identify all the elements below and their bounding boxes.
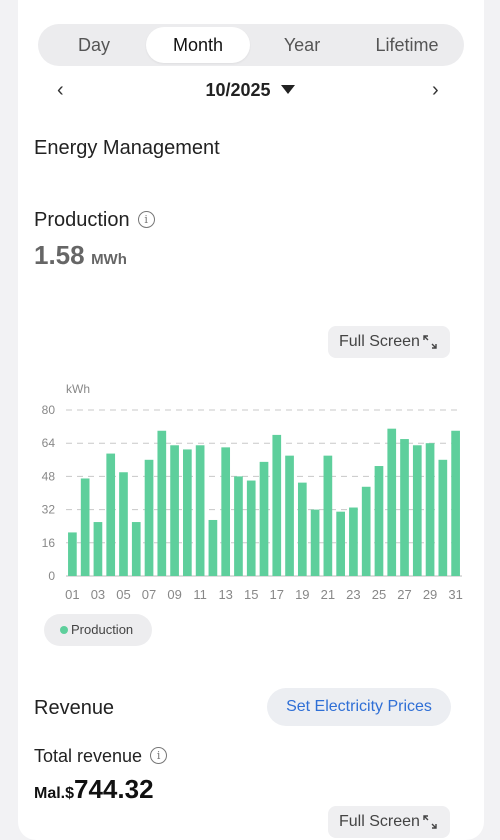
production-bar-chart: kWh 0 16 32 48 64 80 01 03 05 07 09 11 13 15 17 19 21 23 25…: [42, 382, 463, 602]
section-title-energy: Energy Management: [34, 137, 220, 159]
bar-03: [93, 522, 103, 576]
bar-13: [221, 447, 231, 576]
tab-month[interactable]: Month: [146, 27, 250, 63]
bar-05: [119, 472, 128, 576]
x-tick-label: 13: [218, 587, 232, 602]
y-tick-label: 0: [48, 569, 55, 583]
bar-12: [208, 519, 218, 576]
legend-production[interactable]: Production: [44, 614, 152, 646]
bar-14: [234, 476, 243, 576]
x-tick-label: 29: [423, 587, 437, 602]
full-screen-label: Full Screen: [339, 333, 420, 350]
total-revenue-amount: Mal.$744.32: [34, 774, 154, 805]
bar-24: [361, 486, 371, 576]
legend-dot: [60, 626, 68, 634]
bar-11: [195, 445, 205, 576]
revenue-value: 744.32: [74, 774, 154, 804]
bar-27: [400, 439, 409, 576]
bar-20: [310, 509, 320, 576]
info-icon[interactable]: i: [137, 211, 155, 228]
x-tick-label: 03: [91, 587, 105, 602]
x-tick-label: 21: [321, 587, 335, 602]
bar-31: [451, 430, 460, 576]
bar-25: [374, 466, 384, 576]
bar-02: [80, 478, 90, 576]
next-month-icon[interactable]: ›: [432, 79, 439, 101]
x-tick-label: 31: [448, 587, 462, 602]
production-unit: MWh: [91, 251, 127, 268]
bar-09: [170, 445, 179, 576]
full-screen-button[interactable]: Full Screen: [328, 326, 450, 358]
production-heading: Production i: [34, 209, 155, 232]
set-electricity-prices-button[interactable]: Set Electricity Prices: [267, 688, 451, 726]
legend-label: Production: [71, 622, 134, 637]
tab-year[interactable]: Year: [283, 35, 321, 55]
x-tick-label: 09: [167, 587, 181, 602]
y-tick-label: 32: [42, 503, 56, 517]
bar-18: [285, 455, 294, 576]
x-tick-label: 05: [116, 587, 130, 602]
revenue-full-screen-button[interactable]: Full Screen: [328, 806, 450, 838]
bar-17: [272, 434, 282, 576]
total-revenue-label: Total revenue: [34, 746, 143, 766]
tab-lifetime[interactable]: Lifetime: [375, 35, 439, 55]
previous-month-icon[interactable]: ‹: [57, 79, 64, 101]
x-tick-label: 15: [244, 587, 258, 602]
expand-icon: [423, 335, 437, 349]
bar-28: [412, 445, 422, 576]
bar-22: [336, 511, 345, 576]
revenue-title: Revenue: [34, 697, 115, 719]
bar-29: [425, 443, 435, 576]
bar-19: [297, 482, 307, 576]
y-tick-label: 48: [42, 469, 56, 483]
date-selector[interactable]: 10/2025: [0, 80, 500, 101]
bar-26: [387, 428, 397, 576]
tab-day[interactable]: Day: [77, 35, 110, 55]
bar-08: [157, 430, 167, 576]
x-tick-label: 11: [193, 587, 207, 602]
revenue-full-screen-label: Full Screen: [339, 813, 420, 830]
y-tick-label: 16: [42, 536, 56, 550]
bar-21: [323, 455, 333, 576]
y-tick-label: 64: [42, 436, 56, 450]
period-segmented-control: Day Month Year Lifetime: [38, 24, 464, 66]
date-value: 10/2025: [205, 80, 271, 100]
x-tick-label: 27: [397, 587, 411, 602]
bar-23: [349, 507, 358, 576]
bar-16: [259, 461, 269, 576]
bar-15: [246, 480, 256, 576]
production-total: 1.58 MWh: [34, 240, 127, 271]
caret-down-icon: [280, 85, 295, 94]
revenue-info-icon[interactable]: i: [150, 747, 168, 764]
bar-04: [106, 453, 116, 576]
revenue-currency: Mal.$: [34, 785, 75, 802]
x-tick-label: 07: [142, 587, 156, 602]
x-tick-label: 01: [65, 587, 79, 602]
production-value: 1.58: [34, 240, 85, 270]
bar-01: [68, 532, 77, 576]
y-tick-label: 80: [42, 403, 56, 417]
revenue-expand-icon: [423, 815, 437, 829]
x-tick-label: 25: [372, 587, 386, 602]
x-tick-label: 23: [346, 587, 360, 602]
y-axis-unit: kWh: [66, 382, 90, 396]
bar-10: [183, 449, 192, 576]
x-tick-label: 17: [270, 587, 284, 602]
production-label: Production: [34, 209, 130, 231]
bar-30: [438, 459, 448, 576]
total-revenue-heading: Total revenue i: [34, 746, 168, 767]
bar-07: [144, 459, 154, 576]
x-tick-label: 19: [295, 587, 309, 602]
bar-06: [131, 522, 141, 576]
